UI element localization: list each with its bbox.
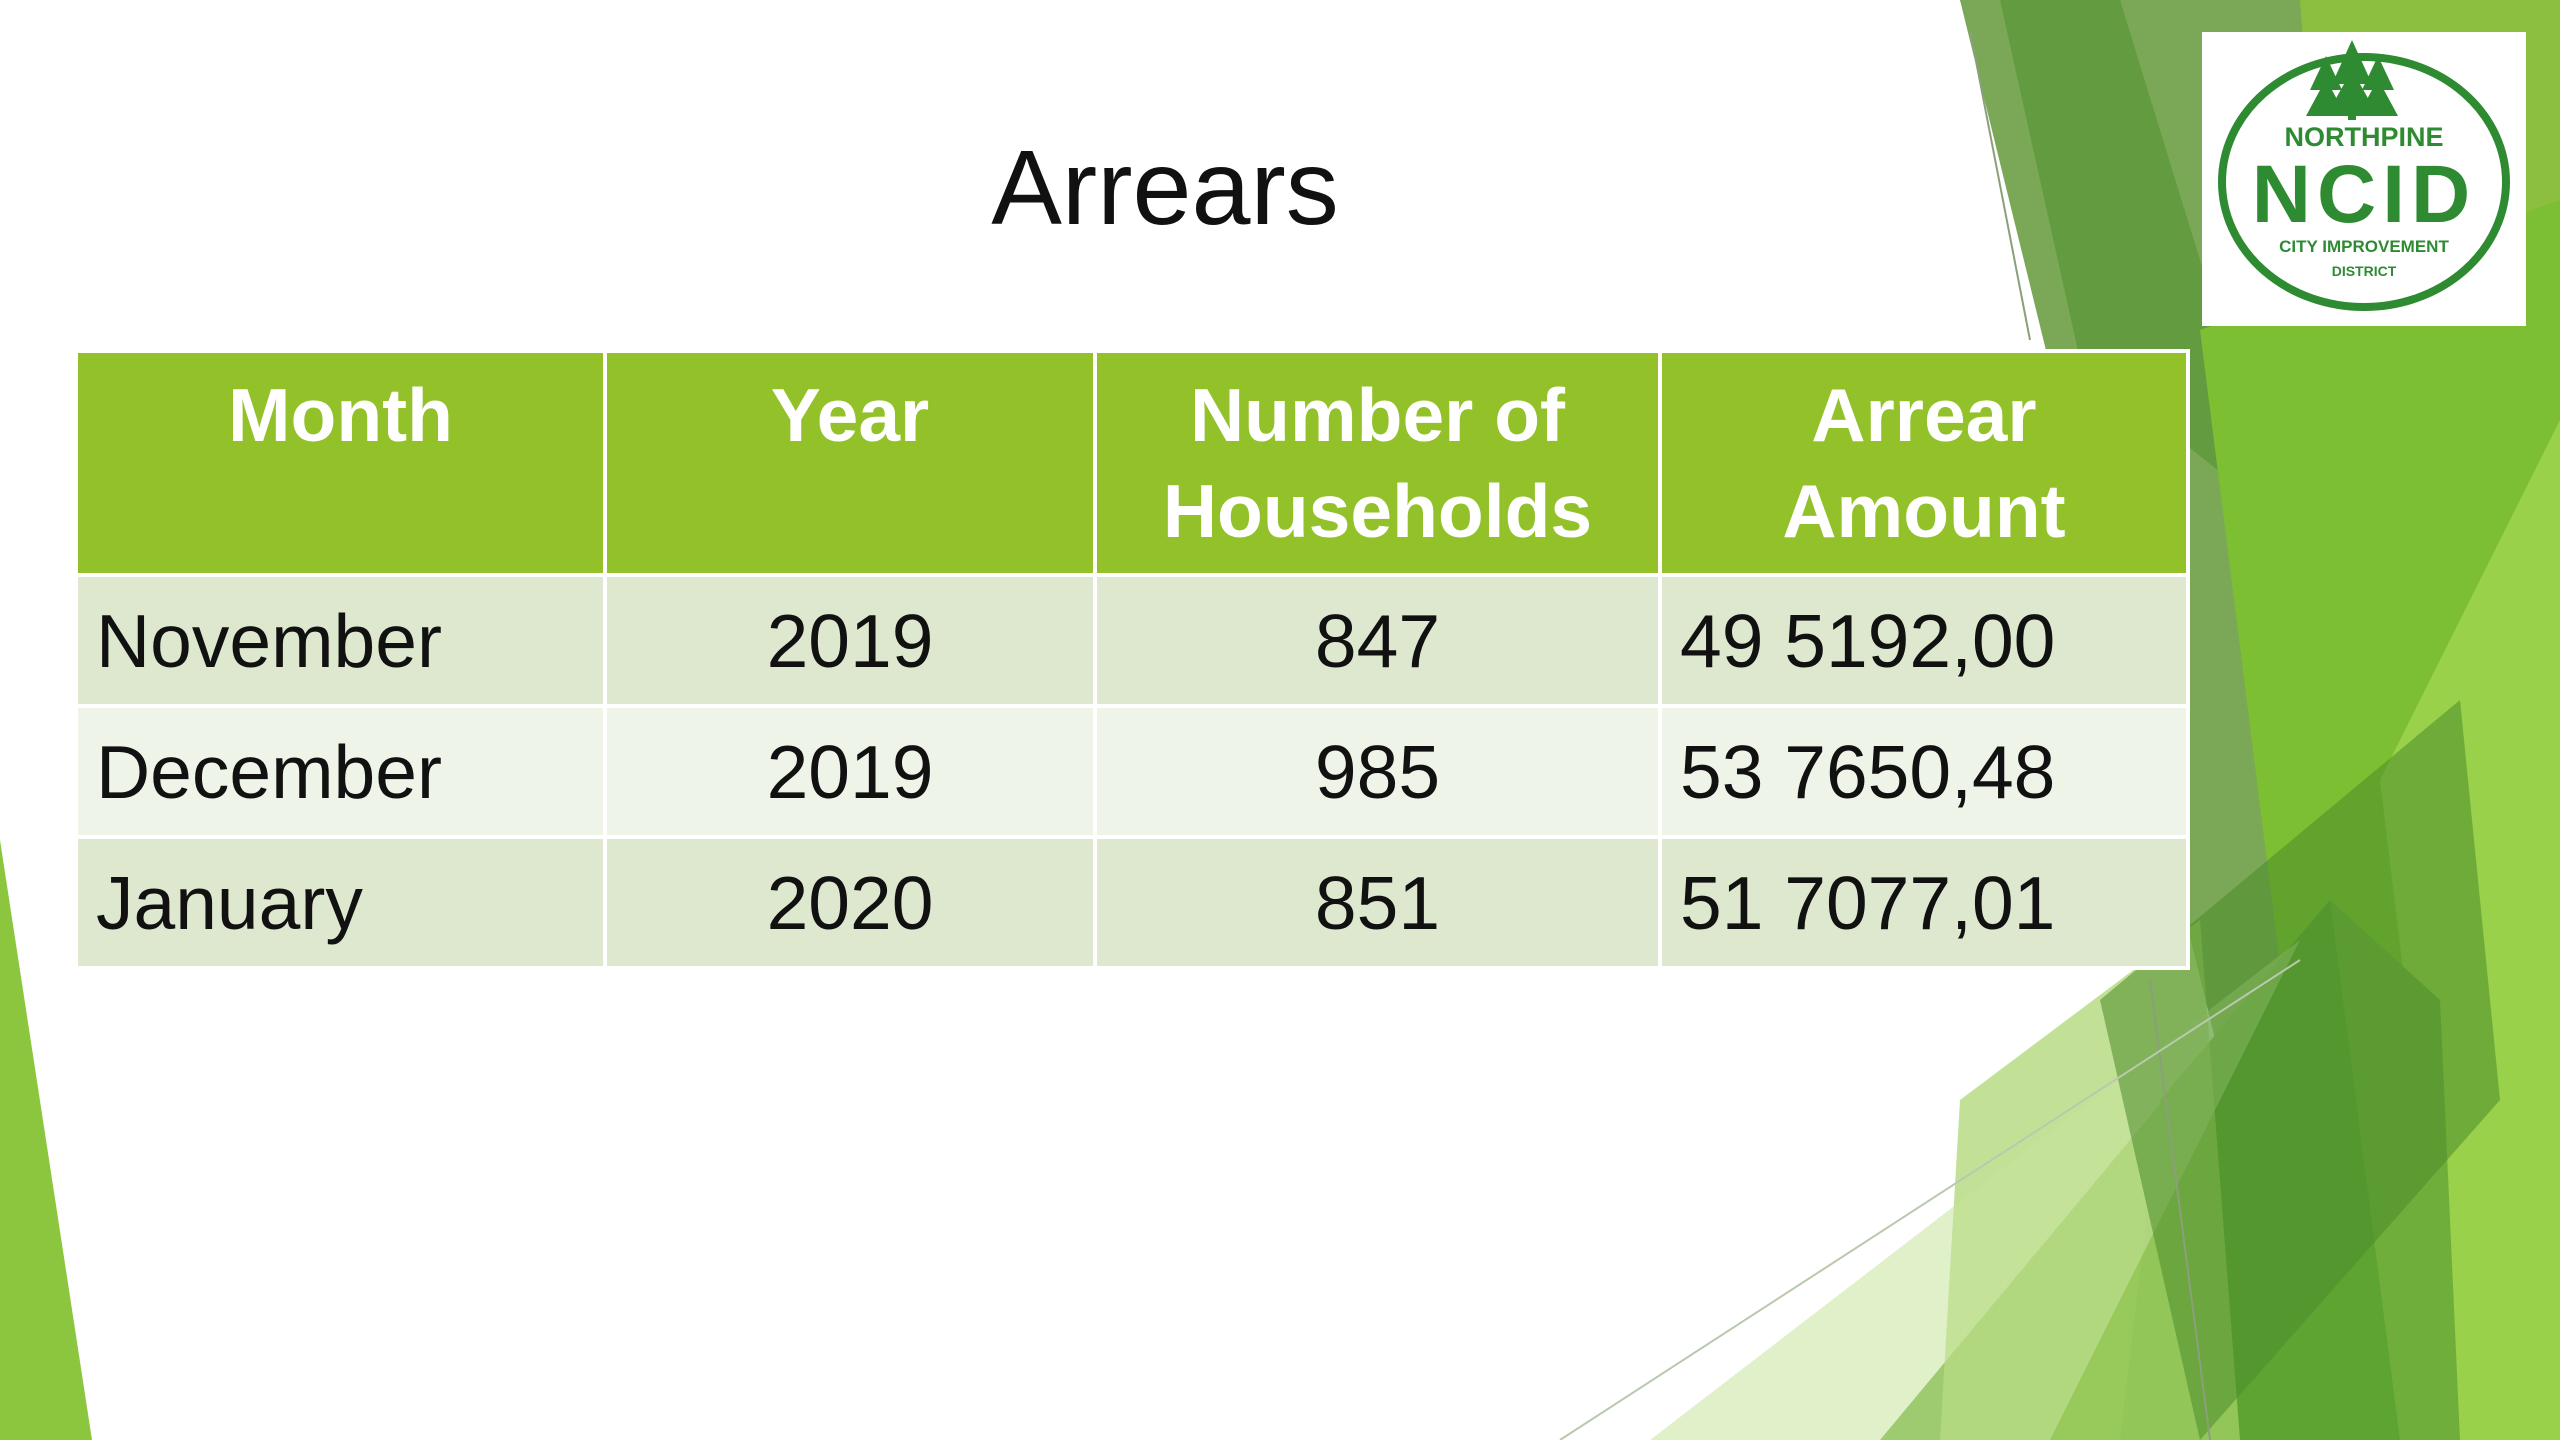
slide-title: Arrears: [991, 129, 1339, 247]
table-row: January 2020 851 51 7077,01: [74, 835, 2190, 970]
pine-trees-icon: [2306, 40, 2398, 126]
table-header-row: Month Year Number of Households Arrear A…: [74, 349, 2190, 577]
cell-month: January: [74, 835, 607, 970]
header-households-line2: Households: [1162, 469, 1593, 553]
cell-year: 2020: [603, 835, 1097, 970]
header-amount-line2: Amount: [1782, 469, 2066, 553]
svg-text:DISTRICT: DISTRICT: [2332, 263, 2397, 279]
table-row: November 2019 847 49 5192,00: [74, 573, 2190, 708]
header-month: Month: [74, 349, 607, 577]
header-households-line1: Number of: [1190, 373, 1565, 457]
header-month-label: Month: [228, 373, 453, 457]
cell-amount: 51 7077,01: [1658, 835, 2190, 970]
cell-households: 985: [1093, 704, 1662, 839]
cell-year: 2019: [603, 573, 1097, 708]
header-year: Year: [603, 349, 1097, 577]
cell-year: 2019: [603, 704, 1097, 839]
ncid-logo: NORTHPINE NCID CITY IMPROVEMENT DISTRICT: [2202, 32, 2526, 326]
svg-text:CITY IMPROVEMENT: CITY IMPROVEMENT: [2279, 237, 2449, 256]
svg-text:NCID: NCID: [2252, 149, 2476, 240]
cell-month: November: [74, 573, 607, 708]
svg-text:NORTHPINE: NORTHPINE: [2284, 122, 2443, 152]
header-amount: Arrear Amount: [1658, 349, 2190, 577]
header-year-label: Year: [770, 373, 930, 457]
cell-households: 847: [1093, 573, 1662, 708]
header-households: Number of Households: [1093, 349, 1662, 577]
header-amount-line1: Arrear: [1811, 373, 2037, 457]
arrears-table: Month Year Number of Households Arrear A…: [74, 349, 2190, 970]
ncid-logo-graphic: NORTHPINE NCID CITY IMPROVEMENT DISTRICT: [2202, 32, 2526, 326]
table-row: December 2019 985 53 7650,48: [74, 704, 2190, 839]
cell-month: December: [74, 704, 607, 839]
cell-amount: 53 7650,48: [1658, 704, 2190, 839]
cell-amount: 49 5192,00: [1658, 573, 2190, 708]
cell-households: 851: [1093, 835, 1662, 970]
